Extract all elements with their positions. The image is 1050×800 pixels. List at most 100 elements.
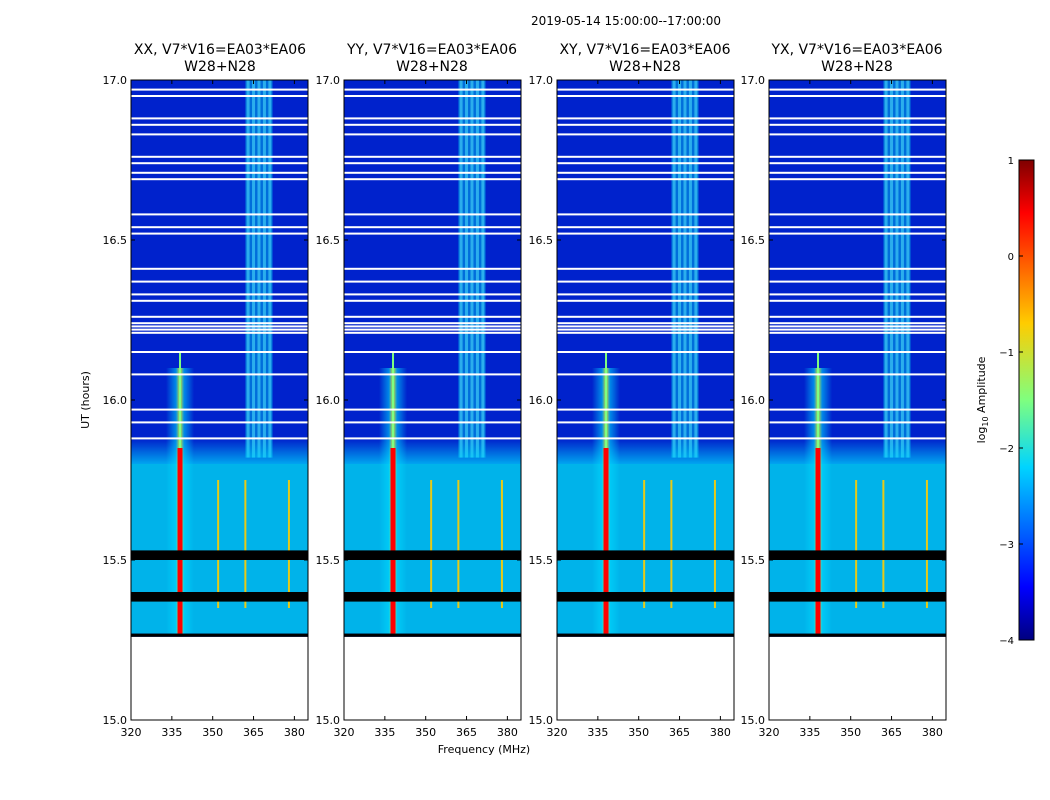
colorbar-tick-label: −2 xyxy=(999,444,1014,455)
panel-yy-xtick-label: 350 xyxy=(415,726,436,739)
panel-yx-bright-period xyxy=(769,464,946,634)
panel-yy-gap-24 xyxy=(344,421,521,424)
panel-xy-gap-10 xyxy=(557,226,734,229)
panel-yx-gap-6 xyxy=(769,293,946,296)
panel-yy-gap-12 xyxy=(344,178,521,181)
panel-xy-gap-2 xyxy=(557,325,734,328)
panel-yx-gap-9 xyxy=(769,232,946,235)
panel-xx-gap-1 xyxy=(131,328,308,331)
panel-yx-weak-rfi-1 xyxy=(882,480,885,608)
panel-xy-gap-12 xyxy=(557,178,734,181)
panel-yy-gap-19 xyxy=(344,95,521,97)
panel-yx-gap-2 xyxy=(769,325,946,328)
panel-yx-gap-24 xyxy=(769,421,946,424)
panel-xy-xtick-label: 365 xyxy=(669,726,690,739)
panel-yx-gap-8 xyxy=(769,267,946,270)
panel-xy-ytick-label: 17.0 xyxy=(529,74,554,87)
panel-title-xy-line1: XY, V7*V16=EA03*EA06 xyxy=(559,42,731,58)
panel-xx-gap-15 xyxy=(131,155,308,158)
panel-title-yx-line1: YX, V7*V16=EA03*EA06 xyxy=(771,42,943,58)
panel-title-yx-line2: W28+N28 xyxy=(821,59,893,75)
panel-xx-ytick-label: 15.0 xyxy=(103,714,128,727)
panel-yy-gap-17 xyxy=(344,123,521,126)
panel-xy-gap-8 xyxy=(557,267,734,270)
panel-yy-gap-20 xyxy=(344,88,521,91)
panel-yy-gap-13 xyxy=(344,171,521,174)
panel-yy-rfi-line-faint xyxy=(392,352,395,448)
panel-xy-gap-15 xyxy=(557,155,734,158)
panel-xy-gap-21 xyxy=(557,351,734,353)
panel-xy-gap-3 xyxy=(557,322,734,325)
colorbar-label: log10 Amplitude xyxy=(975,356,990,443)
panel-yx-gap-10 xyxy=(769,226,946,229)
panel-xy-flagged-1 xyxy=(557,592,734,602)
panel-title-xx-line2: W28+N28 xyxy=(184,59,256,75)
panel-yx-gap-15 xyxy=(769,155,946,158)
panel-yy-flagged-2 xyxy=(344,633,521,637)
panel-xy-gap-5 xyxy=(557,299,734,302)
panel-xx-weak-rfi-1 xyxy=(244,480,247,608)
panel-xx-gap-21 xyxy=(131,351,308,353)
panel-yx-xtick-label: 335 xyxy=(799,726,820,739)
panel-xx-rfi-line-faint xyxy=(179,352,182,448)
panel-yy-gap-22 xyxy=(344,373,521,376)
panel-yx-xtick-label: 380 xyxy=(922,726,943,739)
panel-xx-xtick-label: 380 xyxy=(284,726,305,739)
panel-xx-gap-5 xyxy=(131,299,308,302)
y-axis-label: UT (hours) xyxy=(79,371,92,429)
panel-xy-gap-16 xyxy=(557,133,734,136)
panel-xy-gap-20 xyxy=(557,88,734,91)
panel-yx-xtick-label: 320 xyxy=(759,726,780,739)
panel-xx-ytick-label: 15.5 xyxy=(103,554,128,567)
panel-xy-gap-24 xyxy=(557,421,734,424)
panel-xx-gap-10 xyxy=(131,226,308,229)
panel-yy-weak-rfi-0 xyxy=(430,480,433,608)
panel-yy-gap-2 xyxy=(344,325,521,328)
panel-yy-gap-16 xyxy=(344,133,521,136)
panel-yy-gap-21 xyxy=(344,351,521,353)
panel-yx-ytick-label: 17.0 xyxy=(741,74,766,87)
panel-yx-gap-22 xyxy=(769,373,946,376)
panel-yx-gap-12 xyxy=(769,178,946,181)
panel-yy-gap-25 xyxy=(344,437,521,440)
panel-xy-xtick-label: 320 xyxy=(547,726,568,739)
panel-yy-ytick-label: 15.0 xyxy=(316,714,341,727)
panel-yy-gap-15 xyxy=(344,155,521,158)
panel-xx-gap-16 xyxy=(131,133,308,136)
panel-xx-bright-period xyxy=(131,464,308,634)
panel-yx-gap-14 xyxy=(769,162,946,165)
panel-title-xx: XX, V7*V16=EA03*EA06 W28+N28 xyxy=(110,42,330,76)
panel-xx-xtick-label: 335 xyxy=(161,726,182,739)
panel-xx-gap-19 xyxy=(131,95,308,97)
panel-yx-gap-11 xyxy=(769,213,946,216)
panel-xy-gap-17 xyxy=(557,123,734,126)
panel-yy-gap-11 xyxy=(344,213,521,216)
panel-yx-gap-3 xyxy=(769,322,946,325)
panel-yx-plot: 15.0 15.5 16.0 16.5 17.0 320 335 350 365 380 xyxy=(741,74,947,739)
panel-yy-weak-rfi-1 xyxy=(457,480,460,608)
panel-xx-transition xyxy=(131,439,308,464)
panel-xx-gap-18 xyxy=(131,117,308,120)
panel-title-xy-line2: W28+N28 xyxy=(609,59,681,75)
panel-yy-plot: 15.0 15.5 16.0 16.5 17.0 320 335 350 365 380 xyxy=(316,74,522,739)
panel-xy-gap-19 xyxy=(557,95,734,97)
panel-xy-weak-rfi-0 xyxy=(643,480,646,608)
colorbar-tick-label: −3 xyxy=(999,540,1014,551)
panel-yx-xtick-label: 365 xyxy=(881,726,902,739)
panel-xy-ytick-label: 16.5 xyxy=(529,234,554,247)
panel-yx-rfi-line xyxy=(815,448,821,634)
panel-yy-gap-23 xyxy=(344,408,521,411)
panel-xx-ytick-label: 17.0 xyxy=(103,74,128,87)
panel-xy-gap-1 xyxy=(557,328,734,331)
panel-xx-gap-3 xyxy=(131,322,308,325)
panel-yx-rfi-line-faint xyxy=(817,352,820,448)
panel-yy-bright-period xyxy=(344,464,521,634)
panel-xx-plot: 15.0 15.5 16.0 16.5 17.0 320 335 350 365 380 xyxy=(103,74,309,739)
panel-yx-ytick-label: 15.0 xyxy=(741,714,766,727)
panel-xx-flagged-2 xyxy=(131,633,308,637)
panel-xy-bright-period xyxy=(557,464,734,634)
panel-xy-rfi-line xyxy=(603,448,609,634)
panel-yx-weak-rfi-0 xyxy=(855,480,858,608)
panel-xx-gap-2 xyxy=(131,325,308,328)
panel-xy-gap-11 xyxy=(557,213,734,216)
